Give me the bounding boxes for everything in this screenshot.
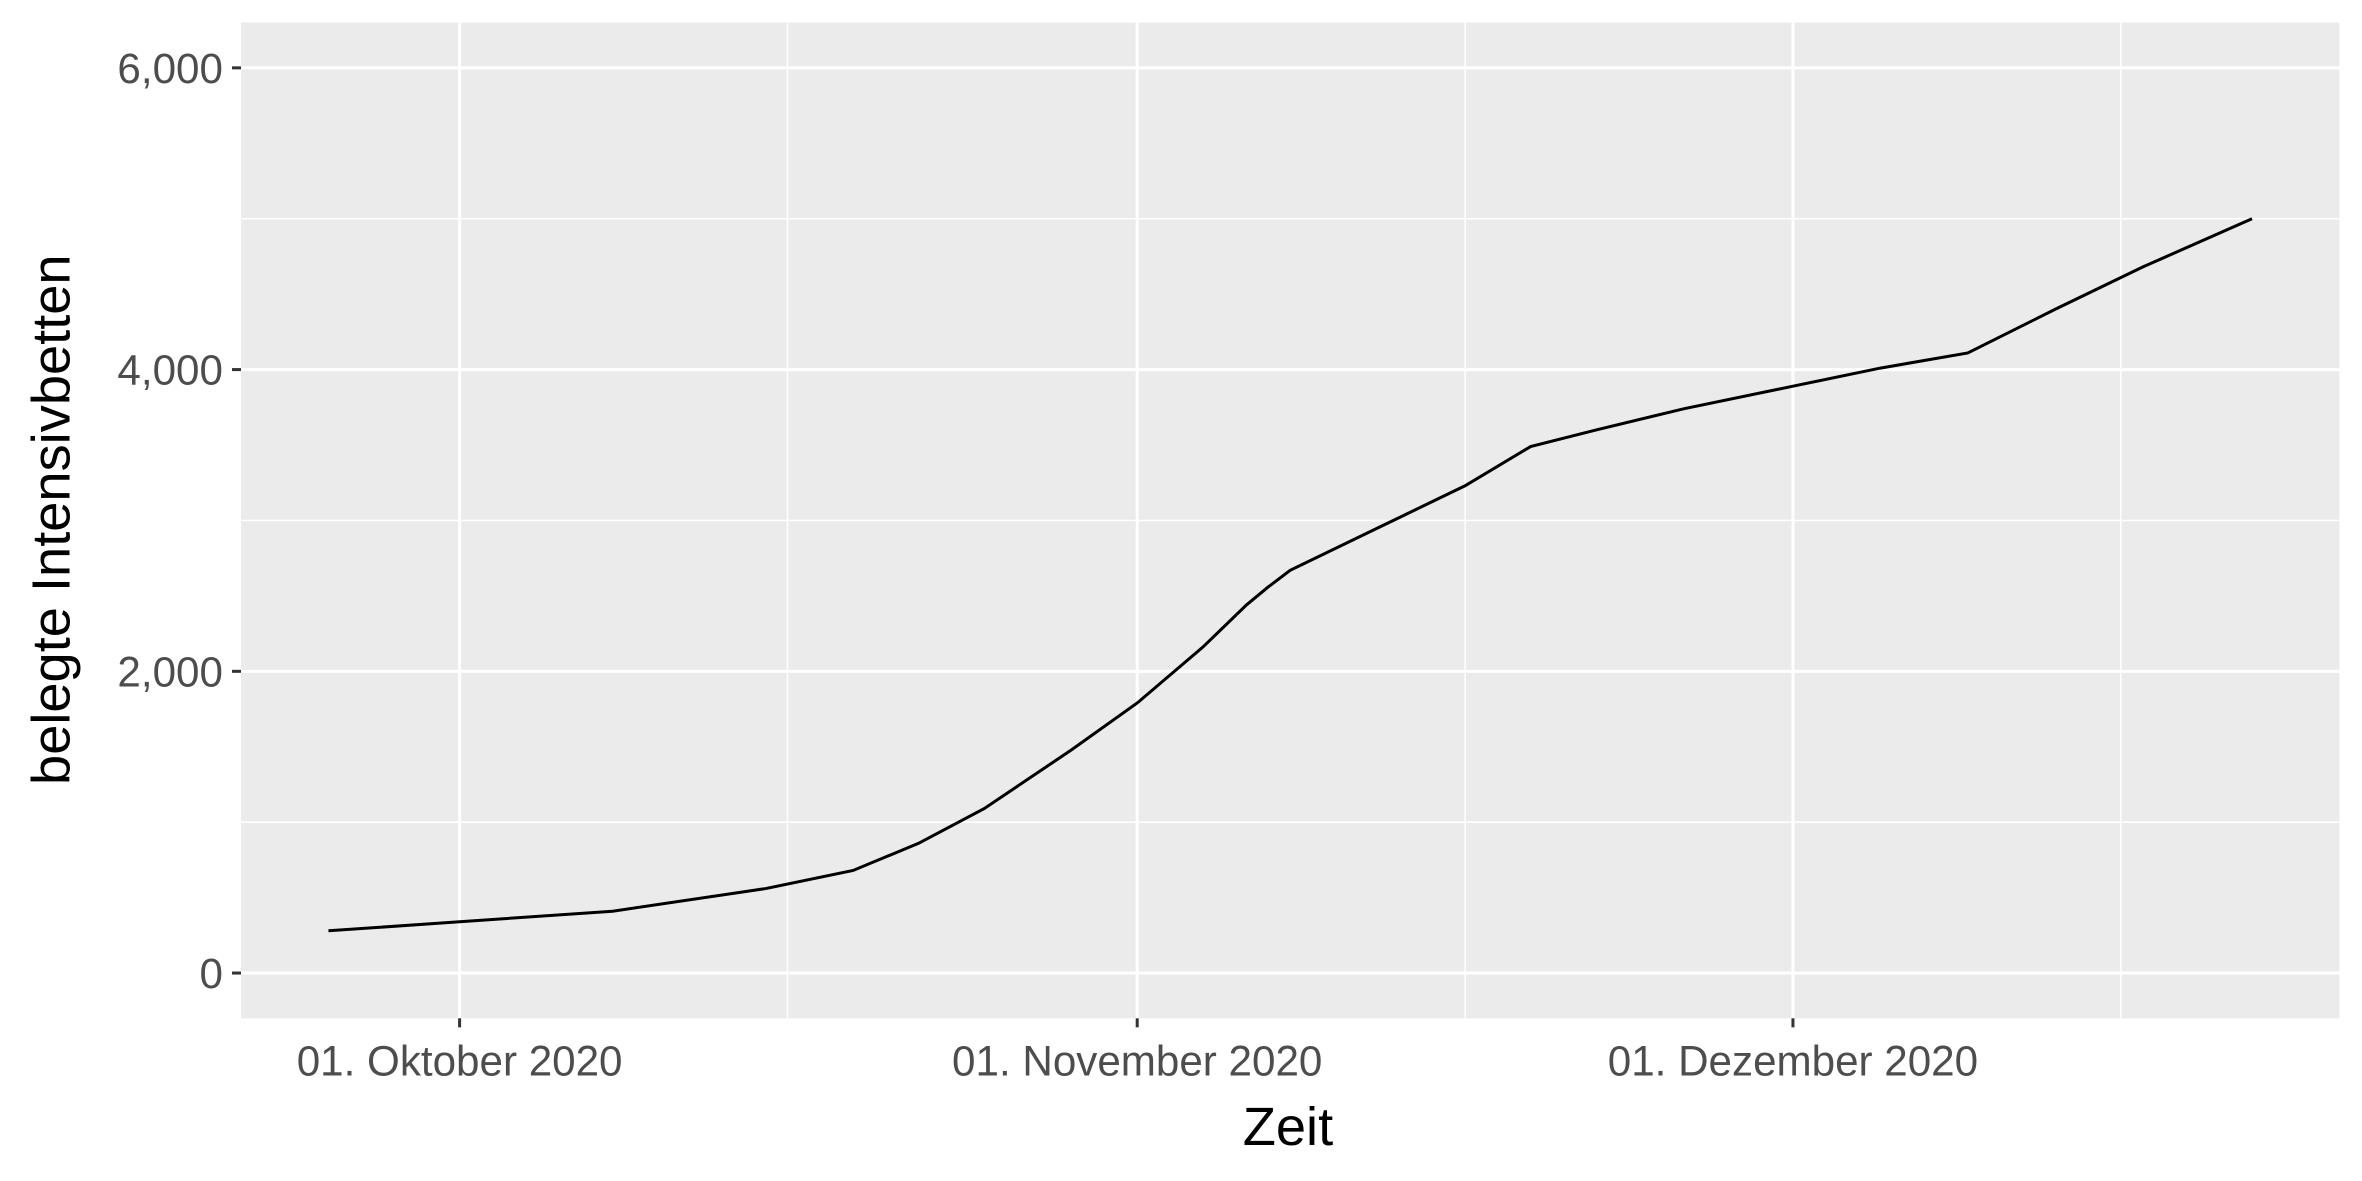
plot-area xyxy=(241,22,2340,1019)
x-tick-label: 01. Dezember 2020 xyxy=(1608,1038,1978,1085)
data-line xyxy=(328,217,2253,933)
x-tick-label: 01. November 2020 xyxy=(952,1038,1322,1085)
x-tick-label: 01. Oktober 2020 xyxy=(297,1038,623,1085)
x-axis-title: Zeit xyxy=(1243,1097,1333,1157)
y-axis-title: belegte Intensivbetten xyxy=(21,254,81,785)
y-tick-label: 0 xyxy=(199,950,222,997)
y-tick-label: 2,000 xyxy=(117,648,223,695)
y-tick-label: 4,000 xyxy=(117,347,223,394)
y-tick-label: 6,000 xyxy=(117,45,223,92)
